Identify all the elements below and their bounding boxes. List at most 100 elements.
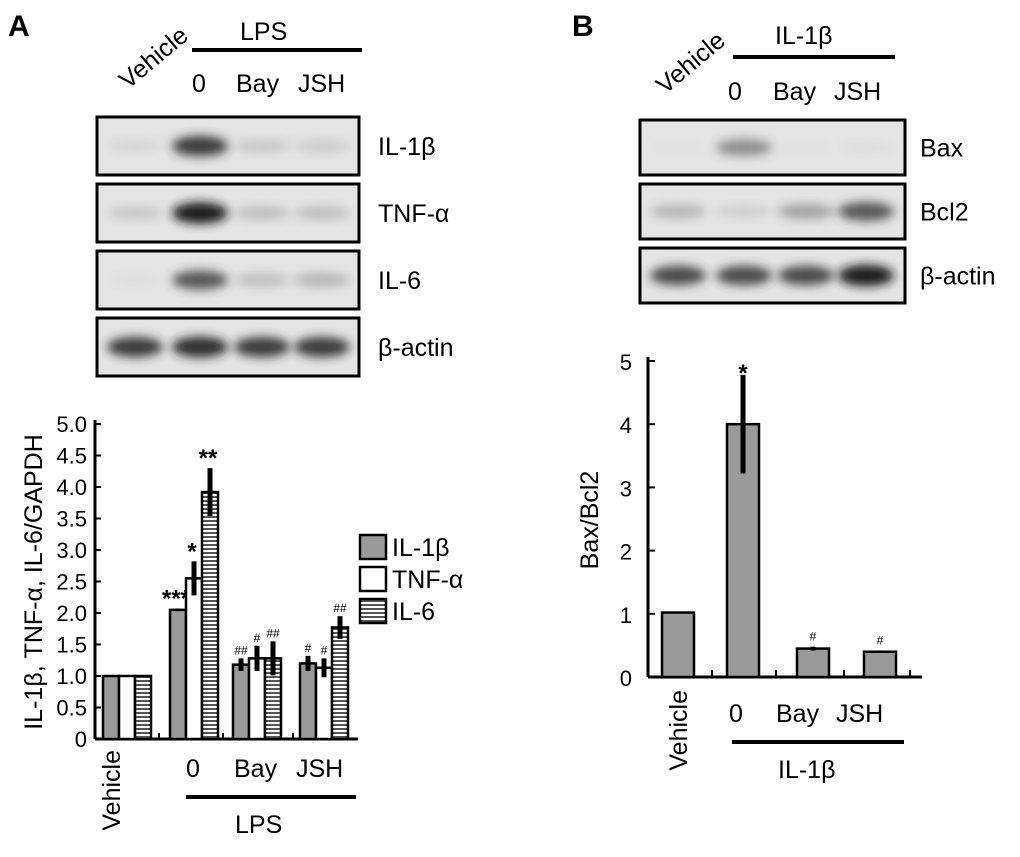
chart-a-xlabel-jsh: JSH [296, 755, 343, 783]
blot-band [107, 274, 163, 286]
y-tick-label: 1.5 [56, 633, 87, 658]
chart-a-xlabel-0: 0 [186, 755, 200, 783]
y-tick-label: 3 [620, 476, 632, 501]
blot-band [650, 142, 706, 153]
blot-b-group-label: IL-1β [775, 22, 832, 50]
panel-b-letter: B [572, 10, 594, 43]
bar [795, 647, 831, 679]
bar [330, 626, 350, 741]
y-tick-label: 0 [75, 727, 87, 752]
blot-band [107, 206, 163, 220]
chart-b: 0 1 2 3 4 5 * # # [620, 350, 922, 691]
blot-band [234, 139, 290, 153]
bar [298, 662, 318, 741]
y-tick-label: 5 [620, 350, 632, 375]
blot-band [294, 336, 350, 358]
blot-a-group-label: LPS [240, 18, 287, 46]
significance-label: # [305, 641, 312, 655]
blot-band [838, 202, 894, 221]
chart-a-xlabel-bay: Bay [234, 755, 278, 783]
y-tick-label: 4 [620, 413, 632, 438]
blot-a-lane-bay: Bay [236, 70, 280, 98]
bar [314, 666, 334, 741]
y-tick-label: 3.5 [56, 507, 87, 532]
chart-a-ylabel: IL-1β, TNF-α, IL-6/GAPDH [20, 434, 48, 730]
blot-band [716, 139, 772, 156]
blot-row-label: Bcl2 [920, 199, 969, 227]
blot-band [716, 205, 772, 218]
blot-band [778, 203, 834, 220]
blot-b-vehicle-label: Vehicle [651, 26, 731, 99]
bar [862, 650, 898, 679]
bar [231, 663, 251, 741]
y-tick-label: 0.5 [56, 696, 87, 721]
blot-row-label: IL-1β [378, 133, 435, 161]
blot-band [838, 264, 894, 287]
significance-label: ## [234, 643, 248, 657]
significance-label: # [810, 630, 817, 644]
blot-band [172, 202, 228, 224]
bar [184, 577, 204, 741]
blot-a-vehicle-label: Vehicle [114, 21, 194, 94]
y-tick-label: 4.0 [56, 475, 87, 500]
blot-a: IL-1β TNF-α IL-6 β-actin [95, 115, 454, 378]
blot-row-label: Bax [920, 135, 964, 163]
y-tick-label: 5.0 [56, 412, 87, 437]
legend-swatch-tnfa [358, 565, 388, 593]
bar [168, 608, 188, 741]
bar [133, 674, 153, 741]
y-tick-label: 3.0 [56, 538, 87, 563]
bar [101, 674, 121, 741]
chart-a: 00.51.01.52.02.53.03.54.04.55.0***## #*##… [56, 412, 358, 752]
blot-band [107, 336, 163, 358]
blot-band [778, 142, 834, 153]
significance-label: # [321, 643, 328, 657]
chart-a-xlabel-vehicle: Vehicle [98, 750, 126, 831]
bar [117, 674, 137, 741]
y-tick-label: 2 [620, 540, 632, 565]
blot-b-lane-bay: Bay [773, 78, 817, 106]
chart-b-xlabel-0: 0 [729, 700, 743, 728]
significance-label: ** [199, 445, 218, 472]
chart-b-xlabel-bay: Bay [776, 700, 820, 728]
blot-band [838, 142, 894, 153]
chart-b-ylabel: Bax/Bcl2 [576, 471, 604, 570]
blot-b-lane-0: 0 [728, 78, 742, 106]
y-tick-label: 2.0 [56, 601, 87, 626]
significance-label: ## [333, 601, 347, 615]
blot-band [234, 336, 290, 358]
y-tick-label: 1.0 [56, 664, 87, 689]
legend-label-il1b: IL-1β [392, 534, 449, 562]
legend-swatch-il1b [358, 533, 388, 561]
blot-band [650, 265, 706, 286]
significance-label: * [738, 360, 748, 387]
y-tick-label: 0 [620, 666, 632, 691]
y-tick-label: 1 [620, 603, 632, 628]
chart-a-legend: IL-1β TNF-α IL-6 [358, 533, 463, 626]
legend-swatch-il6 [358, 597, 388, 625]
blot-b: Bax Bcl2 β-actin [638, 118, 996, 305]
y-tick-label: 4.5 [56, 444, 87, 469]
blot-band [172, 135, 228, 157]
blot-band [716, 265, 772, 286]
blot-row-label: β-actin [920, 263, 996, 291]
bar [200, 490, 220, 741]
blot-row-label: β-actin [378, 334, 454, 362]
blot-row-label: TNF-α [378, 200, 449, 228]
blot-b-lane-jsh: JSH [834, 78, 881, 106]
y-tick-label: 2.5 [56, 570, 87, 595]
blot-band [294, 206, 350, 220]
legend-label-il6: IL-6 [392, 598, 435, 626]
blot-band [294, 139, 350, 153]
blot-band [778, 265, 834, 286]
chart-b-group-label: IL-1β [778, 756, 835, 784]
legend-label-tnfa: TNF-α [392, 566, 463, 594]
blot-band [107, 140, 163, 152]
chart-b-xlabel-vehicle: Vehicle [665, 690, 693, 771]
blot-band [294, 272, 350, 288]
blot-band [234, 273, 290, 287]
bar [660, 611, 696, 679]
blot-band [172, 270, 228, 290]
significance-label: ## [266, 626, 280, 640]
